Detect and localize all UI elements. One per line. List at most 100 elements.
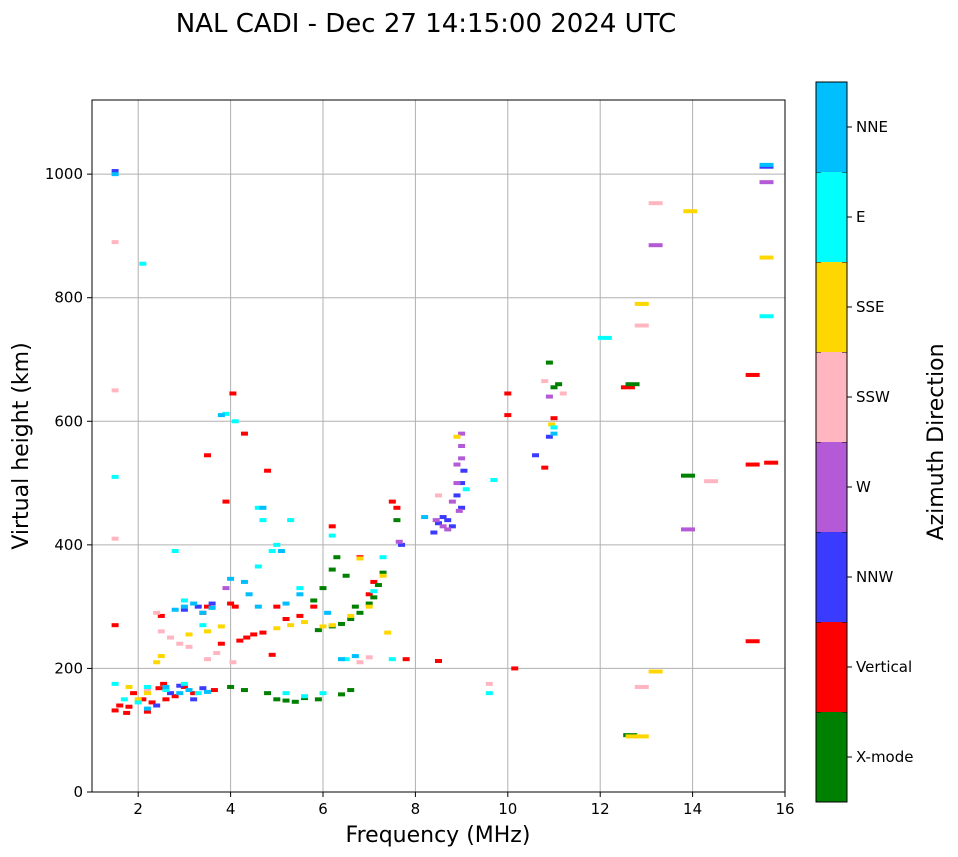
echo-point xyxy=(190,691,198,696)
echo-point xyxy=(435,493,442,498)
echo-point xyxy=(157,629,165,634)
echo-point xyxy=(287,623,295,628)
echo-point xyxy=(365,655,373,660)
echo-point xyxy=(462,487,470,492)
echo-point xyxy=(222,586,230,591)
echo-point xyxy=(250,632,258,637)
echo-point xyxy=(254,604,262,609)
echo-point xyxy=(356,660,364,665)
echo-point xyxy=(458,505,466,510)
echo-point xyxy=(273,604,281,609)
echo-point xyxy=(227,576,235,581)
echo-point xyxy=(439,524,447,529)
echo-point xyxy=(296,613,304,618)
echo-point xyxy=(245,592,253,597)
echo-point xyxy=(555,382,563,387)
echo-point xyxy=(634,734,649,739)
echo-point xyxy=(111,536,119,541)
echo-point xyxy=(176,691,184,696)
colorbar-segment xyxy=(816,82,847,172)
echo-point xyxy=(448,524,456,529)
echo-point xyxy=(296,592,304,597)
echo-point xyxy=(111,623,119,628)
echo-point xyxy=(125,704,133,709)
echo-point xyxy=(204,629,211,634)
echo-point xyxy=(153,660,161,665)
echo-point xyxy=(157,654,165,659)
x-tick-label: 4 xyxy=(226,800,236,818)
echo-point xyxy=(227,601,235,606)
echo-point xyxy=(458,444,466,448)
echo-point xyxy=(379,555,387,560)
echo-point xyxy=(254,505,262,510)
echo-point xyxy=(222,499,230,504)
series-ssw xyxy=(111,201,719,693)
echo-point xyxy=(130,691,138,696)
echo-point xyxy=(324,610,332,615)
echo-point xyxy=(625,382,640,387)
colorbar-segment xyxy=(816,262,847,352)
echo-point xyxy=(143,684,151,689)
echo-point xyxy=(273,626,281,631)
colorbar-segment xyxy=(816,622,847,712)
echo-point xyxy=(597,335,612,340)
echo-point xyxy=(287,518,295,523)
echo-point xyxy=(111,240,119,245)
series-nnw xyxy=(111,164,774,708)
echo-point xyxy=(634,323,649,328)
echo-point xyxy=(620,385,635,390)
echo-point xyxy=(180,598,188,603)
chart-title: NAL CADI - Dec 27 14:15:00 2024 UTC xyxy=(176,9,676,39)
echo-point xyxy=(625,734,640,739)
echo-point xyxy=(395,539,403,544)
echo-point xyxy=(301,694,309,699)
series-sse xyxy=(125,209,774,739)
echo-point xyxy=(208,605,216,610)
colorbar-tick-label: X-mode xyxy=(856,748,913,766)
echo-point xyxy=(453,493,461,498)
plot-frame xyxy=(91,99,786,793)
echo-point xyxy=(310,604,318,609)
echo-point xyxy=(291,699,299,704)
echo-point xyxy=(171,549,179,554)
echo-point xyxy=(167,691,175,696)
colorbar-segment xyxy=(816,442,847,532)
echo-point xyxy=(157,613,165,618)
echo-point xyxy=(143,709,151,714)
echo-point xyxy=(550,385,558,390)
echo-point xyxy=(759,162,774,167)
echo-point xyxy=(458,431,466,436)
echo-point xyxy=(356,556,364,561)
echo-point xyxy=(550,431,558,436)
echo-point xyxy=(648,201,663,206)
echo-point xyxy=(365,592,373,597)
echo-point xyxy=(167,635,175,640)
echo-point xyxy=(120,697,128,702)
echo-point xyxy=(162,684,170,689)
echo-point xyxy=(199,610,207,615)
echo-point xyxy=(439,515,447,520)
colorbar-segment xyxy=(816,172,847,262)
echo-point xyxy=(155,686,163,691)
echo-point xyxy=(282,601,290,606)
y-axis-label: Virtual height (km) xyxy=(9,342,34,549)
x-tick-label: 14 xyxy=(683,800,702,818)
echo-point xyxy=(370,589,378,594)
echo-point xyxy=(264,468,272,473)
echo-point xyxy=(268,652,276,657)
colorbar-frame xyxy=(815,81,848,803)
echo-point xyxy=(139,697,147,702)
echo-point xyxy=(111,681,119,686)
echo-point xyxy=(453,481,461,486)
x-tick-label: 6 xyxy=(318,800,328,818)
colorbar-tick-label: Vertical xyxy=(856,658,912,676)
echo-point xyxy=(453,434,461,439)
echo-point xyxy=(319,586,327,591)
series-nne xyxy=(111,162,774,711)
echo-point xyxy=(229,660,237,665)
echo-point xyxy=(282,691,290,696)
echo-point xyxy=(243,635,251,640)
echo-point xyxy=(351,654,359,659)
echo-point xyxy=(217,413,225,418)
